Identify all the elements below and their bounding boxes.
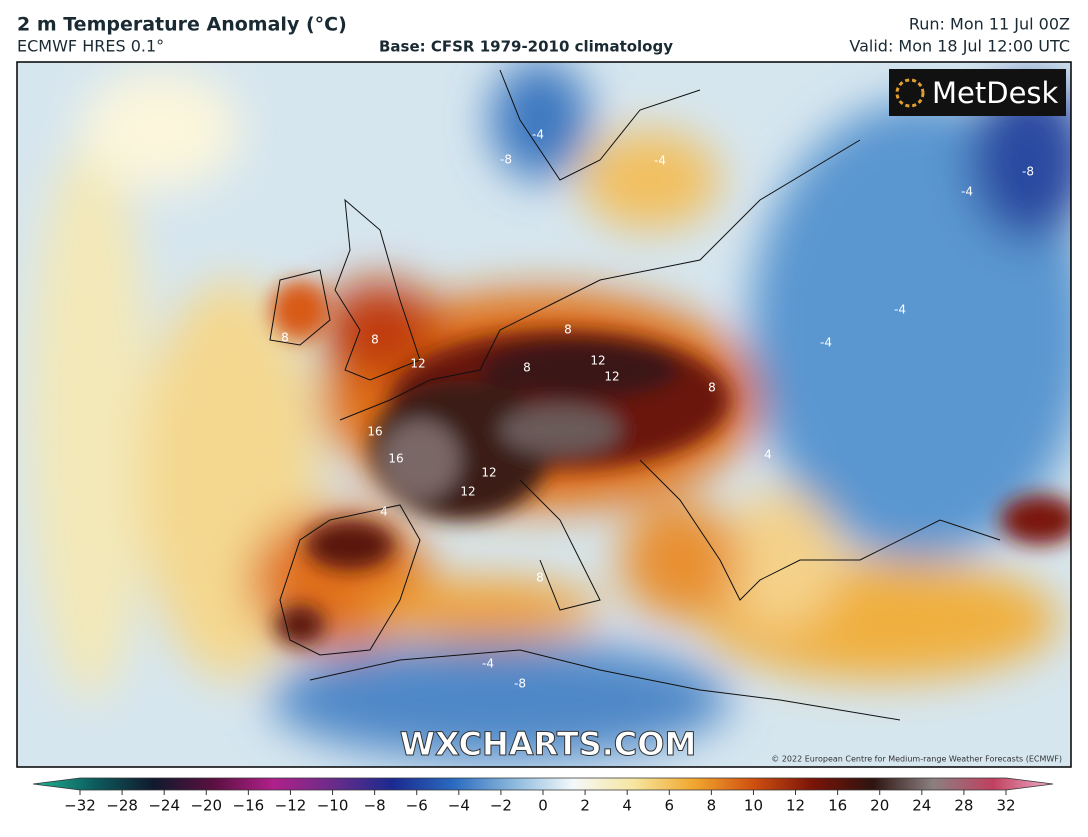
colorbar-bar [32, 777, 1054, 791]
colorbar-tick-label: 8 [707, 797, 717, 815]
logo-icon [895, 78, 925, 108]
contour-label: 4 [380, 505, 388, 519]
contour-label: 8 [371, 333, 379, 347]
map: 8 12 12 16 16 12 12 8 8 12 -4 -4 -8 -4 -8 -4 -4 4 4 8 -4 -8 8 8… [17, 62, 1071, 767]
contour-label: 16 [388, 452, 403, 466]
colorbar-tick-label: 20 [870, 797, 889, 815]
colorbar-tick-label: 28 [954, 797, 973, 815]
contour-label: 8 [708, 381, 716, 395]
map-frame [16, 61, 1072, 768]
colorbar: −32 −28 −24 −20 −16 −12 −10 −8 −6 −4 −2 0 2 4 6 8 10 12 16… [32, 777, 1054, 815]
colorbar-tick-label: −2 [490, 797, 512, 815]
contour-label: 8 [523, 361, 531, 375]
colorbar-tick-label: 0 [538, 797, 548, 815]
colorbar-tick-label: −12 [275, 797, 307, 815]
contour-label: -8 [514, 677, 526, 691]
colorbar-tick-label: −28 [106, 797, 138, 815]
contour-label: 12 [460, 485, 475, 499]
contour-label: 12 [410, 357, 425, 371]
colorbar-tick-label: 4 [622, 797, 632, 815]
colorbar-tick-label: 24 [912, 797, 931, 815]
colorbar-tick-label: 16 [828, 797, 847, 815]
contour-label: 8 [536, 571, 544, 585]
credit: © 2022 European Centre for Medium-range … [771, 755, 1062, 764]
contour-label: -4 [820, 336, 832, 350]
coastlines [269, 69, 1001, 721]
contour-label: 8 [564, 323, 572, 337]
contour-label: 12 [604, 370, 619, 384]
title: 2 m Temperature Anomaly (°C) [17, 14, 347, 36]
contour-label: -4 [894, 303, 906, 317]
colorbar-tick-label: −24 [148, 797, 180, 815]
watermark: WXCHARTS.COM [400, 725, 697, 763]
colorbar-tick-label: −6 [406, 797, 428, 815]
valid: Valid: Mon 18 Jul 12:00 UTC [849, 37, 1070, 56]
contour-label: -8 [1022, 165, 1034, 179]
contour-label: 12 [590, 354, 605, 368]
contour-label: -4 [654, 154, 666, 168]
colorbar-tick-label: 10 [744, 797, 763, 815]
base: Base: CFSR 1979-2010 climatology [379, 38, 673, 56]
contour-label: 4 [764, 448, 772, 462]
logo-box [889, 69, 1066, 116]
contour-label: 16 [367, 425, 382, 439]
colorbar-tick-label: 2 [580, 797, 590, 815]
run: Run: Mon 11 Jul 00Z [909, 15, 1070, 34]
colorbar-tick-label: 12 [786, 797, 805, 815]
colorbar-tick-label: −32 [64, 797, 96, 815]
colorbar-tick-label: −4 [448, 797, 470, 815]
colorbar-tick-label: −10 [317, 797, 349, 815]
contour-label: -4 [532, 128, 544, 142]
colorbar-tick-label: −16 [233, 797, 265, 815]
contour-label: 12 [481, 466, 496, 480]
logo: MetDesk [932, 76, 1059, 110]
contour-label: 8 [281, 331, 289, 345]
contour-label: -8 [500, 153, 512, 167]
colorbar-tick-label: −8 [364, 797, 386, 815]
model: ECMWF HRES 0.1° [17, 37, 164, 56]
colorbar-tick-label: −20 [190, 797, 222, 815]
colorbar-tick-label: 32 [996, 797, 1015, 815]
colorbar-tick-label: 6 [664, 797, 674, 815]
contour-label: -4 [482, 657, 494, 671]
contour-label: -4 [961, 185, 973, 199]
